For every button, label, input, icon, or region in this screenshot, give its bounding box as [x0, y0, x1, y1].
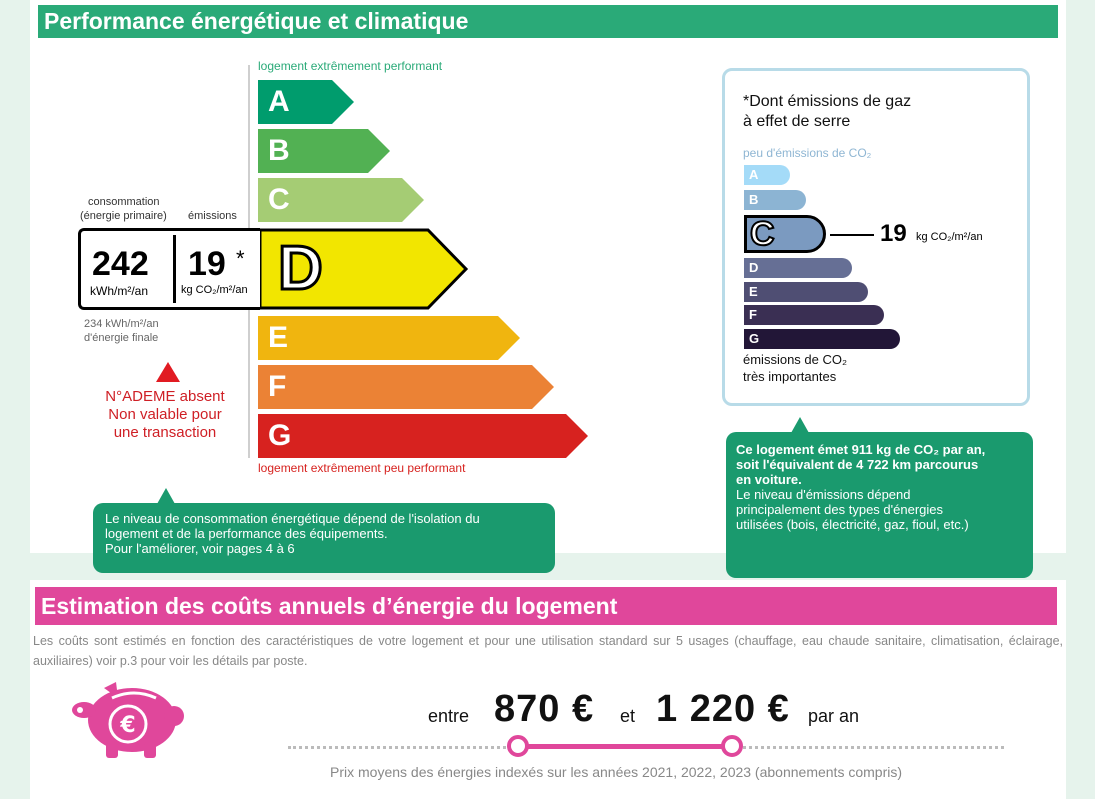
band-d-current: D — [258, 228, 470, 310]
co2-band-e: E — [744, 282, 868, 302]
co2-callout-line-4: Le niveau d'émissions dépend — [736, 487, 911, 502]
co2-band-b: B — [744, 190, 806, 210]
scale-bottom-label: logement extrêmement peu performant — [258, 461, 466, 475]
co2-band-g: G — [744, 329, 900, 349]
co2-panel — [722, 68, 1030, 406]
band-f-label: F — [268, 370, 287, 403]
co2-top-label: peu d'émissions de CO₂ — [743, 146, 872, 160]
co2-unit: kg CO₂/m²/an — [916, 231, 983, 243]
band-b — [258, 129, 390, 173]
cost-range-bar — [518, 744, 732, 749]
co2-callout: Ce logement émet 911 kg de CO₂ par an, s… — [726, 432, 1033, 578]
scale-top-label: logement extrêmement performant — [258, 59, 443, 73]
band-g — [258, 414, 588, 458]
co2-callout-line-2: soit l'équivalent de 4 722 km parcourus — [736, 457, 979, 472]
co2-bottom-label-1: émissions de CO₂ — [743, 352, 848, 367]
cost-per-year: par an — [808, 706, 860, 726]
co2-title-line-1: *Dont émissions de gaz — [743, 93, 912, 110]
co2-callout-line-1: Ce logement émet 911 kg de CO₂ par an, — [736, 442, 986, 457]
co2-callout-line-3: en voiture. — [736, 472, 802, 487]
cost-between-word: entre — [428, 706, 470, 726]
band-c-label: C — [268, 183, 290, 216]
co2-value: 19 — [880, 220, 907, 247]
emissions-label: émissions — [188, 210, 237, 222]
consumption-value: 242 — [92, 245, 149, 283]
warning-line-1: N°ADEME absent — [105, 388, 225, 405]
band-a-label: A — [268, 85, 290, 118]
consumption-unit: kWh/m²/an — [90, 284, 149, 298]
band-a — [258, 80, 354, 124]
cost-low-value: 870 € — [494, 688, 595, 730]
energy-callout-tip — [157, 488, 175, 504]
energy-section-title: Performance énergétique et climatique — [38, 5, 1058, 38]
co2-pointer-line — [830, 234, 874, 236]
final-energy-value: 234 kWh/m²/an — [84, 318, 159, 330]
cost-and-word: et — [620, 706, 636, 726]
energy-callout: Le niveau de consommation énergétique dé… — [93, 503, 555, 573]
final-energy-label: d'énergie finale — [84, 332, 159, 344]
band-g-label: G — [268, 419, 292, 452]
co2-callout-tip — [791, 417, 809, 433]
cost-footnote: Prix moyens des énergies indexés sur les… — [330, 764, 902, 780]
co2-callout-line-6: utilisées (bois, électricité, gaz, fioul… — [736, 517, 969, 532]
value-box — [78, 228, 260, 310]
consumption-sublabel: (énergie primaire) — [80, 210, 167, 222]
warning-line-3: une transaction — [113, 424, 217, 441]
co2-title-line-2: à effet de serre — [743, 113, 851, 130]
co2-band-d: D — [744, 258, 852, 278]
energy-callout-line-3: Pour l'améliorer, voir pages 4 à 6 — [105, 541, 295, 556]
band-b-label: B — [268, 134, 290, 167]
co2-title: *Dont émissions de gaz à effet de serre — [743, 92, 1003, 132]
cost-high-value: 1 220 € — [656, 688, 790, 730]
ademe-warning: N°ADEME absent Non valable pour une tran… — [90, 388, 240, 442]
energy-callout-line-1: Le niveau de consommation énergétique dé… — [105, 511, 480, 526]
costs-section-title: Estimation des coûts annuels d’énergie d… — [35, 587, 1057, 625]
band-e-label: E — [268, 321, 289, 354]
co2-bottom-label-2: très importantes — [743, 369, 837, 384]
piggy-bank-icon: € — [72, 682, 184, 758]
svg-text:€: € — [119, 713, 135, 738]
co2-callout-line-5: principalement des types d'énergies — [736, 502, 943, 517]
band-e — [258, 316, 520, 360]
co2-band-c-letter: C — [749, 214, 776, 254]
emissions-value: 19 — [188, 245, 226, 283]
band-f — [258, 365, 554, 409]
co2-band-f: F — [744, 305, 884, 325]
band-d-letter: D — [277, 233, 325, 305]
emissions-star: * — [236, 246, 245, 271]
co2-band-c-current — [744, 215, 826, 253]
co2-band-a: A — [744, 165, 790, 185]
value-separator — [173, 235, 176, 303]
cost-low-marker — [507, 735, 529, 757]
cost-high-marker — [721, 735, 743, 757]
warning-line-2: Non valable pour — [108, 406, 222, 423]
warning-icon — [156, 362, 180, 382]
energy-callout-line-2: logement et de la performance des équipe… — [105, 526, 388, 541]
band-c — [258, 178, 424, 222]
emissions-unit: kg CO₂/m²/an — [181, 284, 248, 296]
costs-intro: Les coûts sont estimés en fonction des c… — [33, 634, 1063, 668]
consumption-label: consommation — [88, 196, 160, 208]
